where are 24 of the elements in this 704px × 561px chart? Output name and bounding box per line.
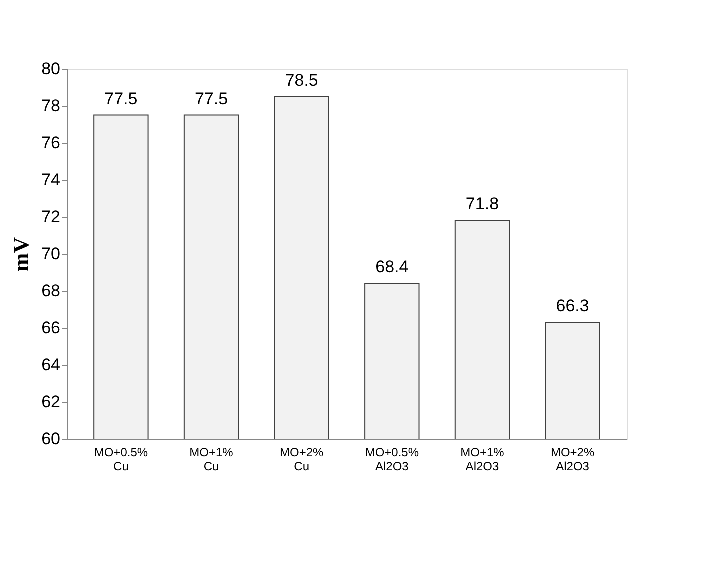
y-tick-label: 72 (42, 208, 60, 226)
x-tick-label: MO+2% Cu (280, 446, 324, 474)
data-label: 71.8 (466, 194, 500, 214)
data-label: 66.3 (556, 296, 590, 316)
y-tick-label: 64 (42, 356, 60, 374)
data-label: 77.5 (104, 89, 138, 108)
data-label: 77.5 (194, 89, 228, 108)
y-axis-title: mV (8, 237, 34, 272)
y-tick-label: 74 (42, 170, 60, 190)
y-tick-label: 76 (42, 134, 60, 152)
x-tick-label: MO+1% Cu (190, 446, 234, 474)
y-tick-label: 70 (42, 244, 60, 264)
y-tick-label: 68 (42, 282, 60, 300)
x-tick-label: MO+1% Al2O3 (460, 446, 505, 474)
y-tick-label: 80 (42, 60, 60, 78)
y-tick-label: 60 (42, 430, 60, 448)
data-label: 78.5 (285, 70, 318, 90)
y-tick-label: 62 (42, 392, 60, 412)
y-tick-label: 66 (42, 318, 60, 338)
data-label: 68.4 (376, 258, 409, 277)
x-tick-label: MO+2% Al2O3 (550, 446, 595, 474)
x-tick-label: MO+0.5% Cu (94, 446, 148, 474)
x-tick-label: MO+0.5% Al2O3 (365, 446, 420, 474)
y-tick-label: 78 (42, 96, 60, 116)
